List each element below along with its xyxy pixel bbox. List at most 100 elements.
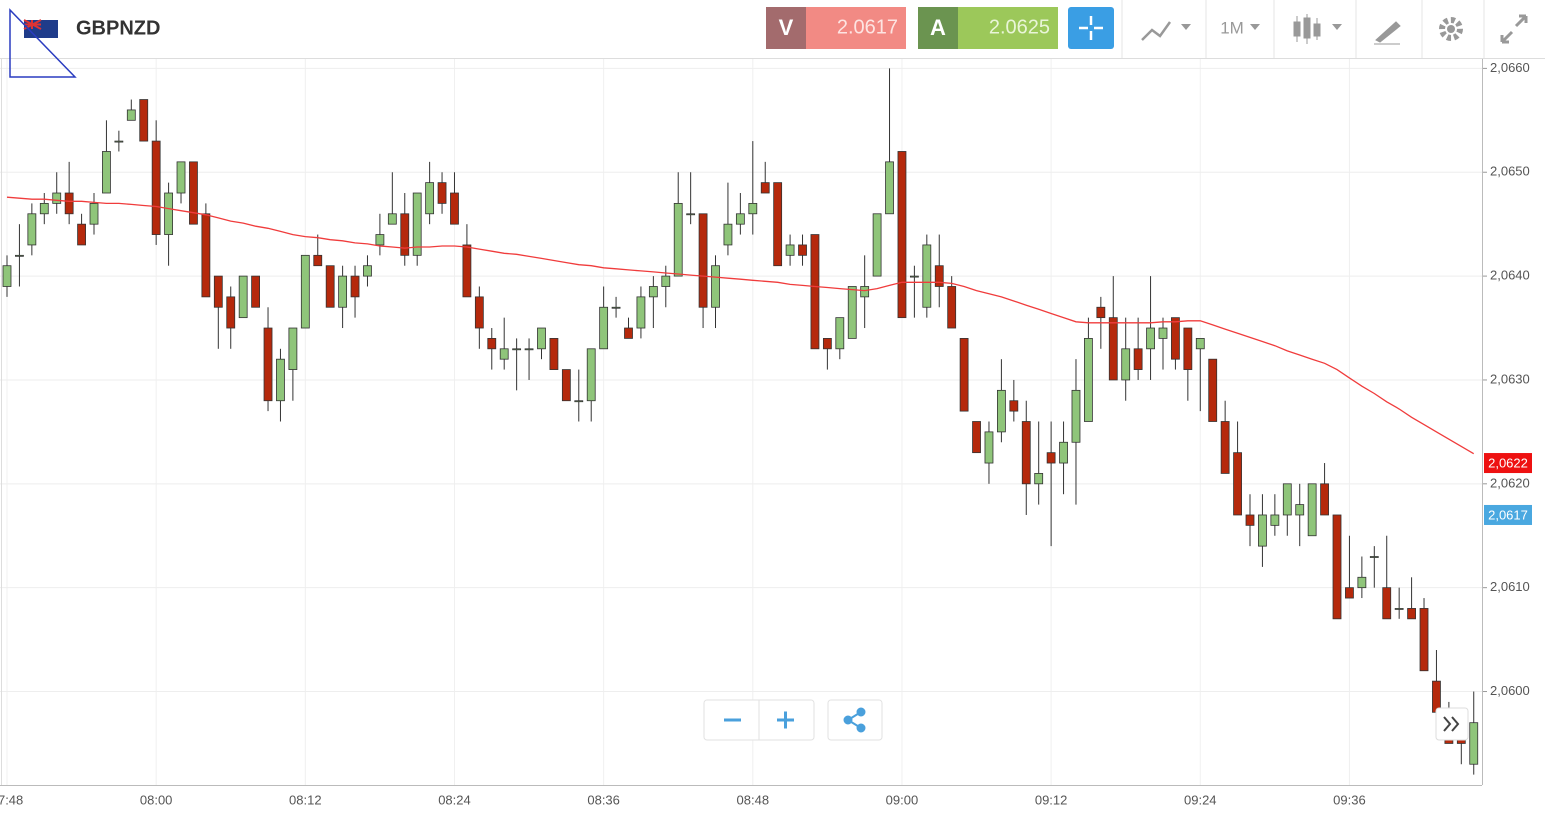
candle-body bbox=[748, 202, 758, 215]
x-tick-label: 09:00 bbox=[886, 792, 919, 807]
candle-body bbox=[686, 213, 696, 216]
candle-body bbox=[276, 358, 285, 402]
candle-body bbox=[52, 192, 62, 204]
candle-body bbox=[1295, 504, 1305, 516]
candle-body bbox=[288, 327, 298, 370]
candle-body bbox=[1133, 348, 1143, 370]
price-marker-label: 2,0622 bbox=[1488, 455, 1528, 470]
toolbar-separators bbox=[1121, 0, 1485, 58]
x-tick-label: 09:36 bbox=[1333, 792, 1366, 807]
candle-body bbox=[2, 265, 12, 287]
candle-body bbox=[1382, 587, 1392, 620]
candle-body bbox=[1270, 514, 1280, 526]
candle-body bbox=[1357, 576, 1367, 589]
candle-body bbox=[1332, 514, 1342, 620]
candle-icon[interactable] bbox=[1293, 14, 1321, 44]
crosshair-button[interactable] bbox=[1068, 7, 1114, 49]
share-button[interactable] bbox=[827, 699, 883, 741]
candle-body bbox=[102, 151, 111, 194]
candle-body bbox=[524, 348, 534, 351]
price-marker bbox=[1484, 453, 1532, 474]
candle-body bbox=[847, 286, 857, 339]
settings-icon[interactable] bbox=[1439, 17, 1463, 41]
x-tick-label: 08:12 bbox=[289, 792, 322, 807]
candle-body bbox=[164, 192, 173, 235]
candle-body bbox=[673, 202, 683, 277]
candle-body bbox=[611, 306, 621, 309]
symbol: GBPNZD bbox=[76, 17, 160, 39]
candle-body bbox=[773, 182, 783, 267]
candle-body bbox=[89, 202, 99, 225]
candle-body bbox=[412, 192, 422, 256]
candle-body bbox=[711, 265, 720, 308]
candle-body bbox=[860, 286, 870, 298]
candle-body bbox=[537, 327, 546, 350]
x-tick-label: 08:48 bbox=[737, 792, 770, 807]
zoom-in[interactable] bbox=[777, 711, 794, 729]
price-marker bbox=[1484, 504, 1532, 525]
candle-body bbox=[437, 182, 447, 204]
timeframe[interactable]: 1M bbox=[1220, 18, 1244, 37]
candle-body bbox=[1258, 514, 1267, 547]
draw-icon[interactable] bbox=[1374, 21, 1401, 45]
candle-body bbox=[27, 213, 37, 246]
x-tick-label: 08:24 bbox=[438, 792, 471, 807]
dropdown-arrow bbox=[1181, 24, 1191, 30]
candle-body bbox=[325, 265, 335, 308]
price-marker-label: 2,0617 bbox=[1488, 507, 1528, 522]
candle-body bbox=[947, 286, 957, 329]
candle-body bbox=[1282, 483, 1292, 516]
sell-label-box[interactable] bbox=[766, 7, 806, 49]
candle-body bbox=[300, 254, 310, 329]
candle-body bbox=[77, 223, 86, 246]
candle-body bbox=[1394, 608, 1404, 610]
candle-body bbox=[1307, 483, 1317, 537]
candle-body bbox=[375, 234, 385, 246]
candle-body bbox=[139, 99, 149, 142]
candle-body bbox=[1195, 338, 1205, 350]
candle-body bbox=[189, 161, 198, 225]
chart-type-icon[interactable] bbox=[1141, 21, 1172, 41]
y-tick-label: 2,0650 bbox=[1490, 164, 1530, 179]
y-tick-label: 2,0660 bbox=[1490, 60, 1530, 75]
candle-body bbox=[661, 275, 671, 287]
candle-body bbox=[363, 265, 372, 277]
candle-body bbox=[835, 317, 845, 350]
candle-body bbox=[1071, 389, 1081, 443]
scroll-right-icon bbox=[1443, 716, 1460, 732]
candle-body bbox=[201, 213, 211, 298]
candle-body bbox=[39, 202, 49, 215]
candle-body bbox=[810, 234, 820, 350]
candle-body bbox=[760, 182, 770, 194]
y-tick-label: 2,0640 bbox=[1490, 268, 1530, 283]
buy-price-box[interactable] bbox=[958, 7, 1058, 49]
scroll-right-button[interactable] bbox=[1435, 707, 1469, 741]
candle-body bbox=[624, 327, 633, 339]
candle-body bbox=[1108, 317, 1118, 381]
candle-body bbox=[1021, 421, 1031, 485]
candle-body bbox=[1407, 608, 1416, 620]
buy-label-box[interactable] bbox=[918, 7, 958, 49]
candle-body bbox=[586, 348, 596, 402]
candle-body bbox=[909, 275, 919, 278]
candle-body bbox=[636, 296, 646, 329]
x-tick-label: 07:48 bbox=[0, 792, 23, 807]
candle-body bbox=[512, 348, 522, 351]
candle-body bbox=[176, 161, 186, 194]
fullscreen-icon[interactable] bbox=[1500, 14, 1528, 44]
candle-body bbox=[387, 213, 397, 225]
dropdown-arrow bbox=[1250, 24, 1260, 30]
candle-body bbox=[735, 213, 745, 225]
dropdown-arrow bbox=[1332, 24, 1342, 30]
candle-body bbox=[1369, 556, 1379, 558]
candle-body bbox=[798, 244, 807, 256]
candle-body bbox=[698, 213, 708, 308]
plot-area: 07:48 08:00 08:12 08:24 08:36 08:48 09:00 09:12… bbox=[0, 58, 1532, 807]
settings-hub bbox=[1447, 25, 1455, 33]
candle-body bbox=[238, 275, 248, 319]
sell-price-box[interactable] bbox=[806, 7, 906, 49]
candle-body bbox=[350, 275, 360, 298]
candle-body bbox=[450, 192, 459, 225]
flag-cross bbox=[23, 19, 42, 30]
